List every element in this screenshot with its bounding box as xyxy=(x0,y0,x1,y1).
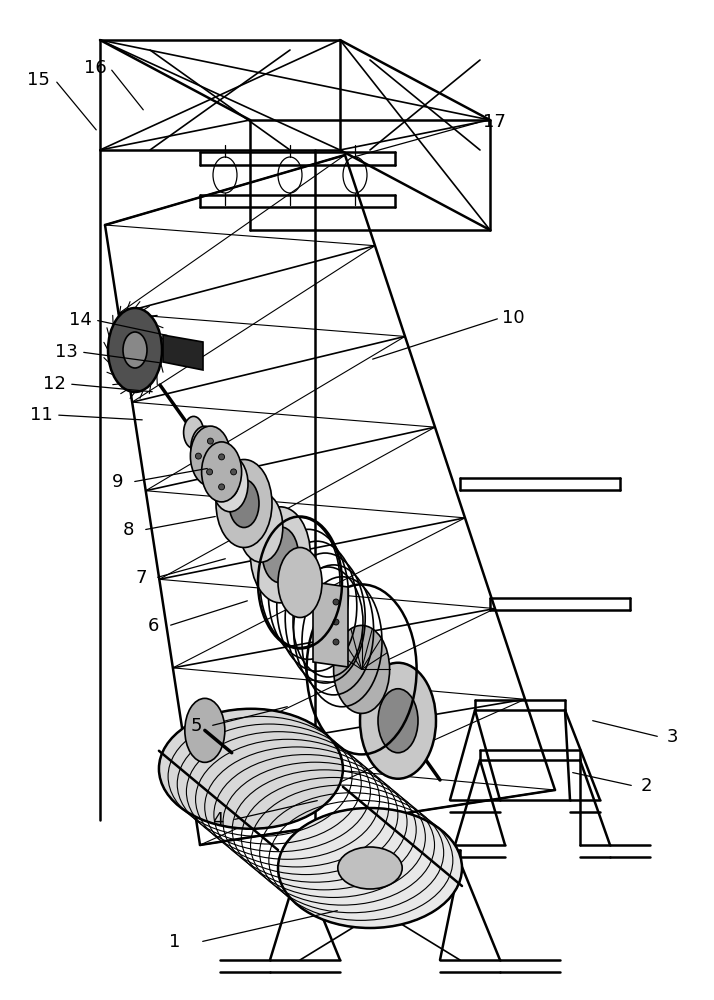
Ellipse shape xyxy=(333,639,339,645)
Text: 9: 9 xyxy=(112,473,124,491)
Ellipse shape xyxy=(206,469,213,475)
Text: 5: 5 xyxy=(190,717,202,735)
Ellipse shape xyxy=(229,480,259,528)
Text: 8: 8 xyxy=(122,521,134,539)
Ellipse shape xyxy=(333,625,390,713)
Text: 3: 3 xyxy=(666,728,678,746)
Ellipse shape xyxy=(191,426,231,486)
Text: 10: 10 xyxy=(502,309,524,327)
Ellipse shape xyxy=(278,548,322,617)
Text: 11: 11 xyxy=(29,406,52,424)
Text: 16: 16 xyxy=(84,59,106,77)
Ellipse shape xyxy=(191,426,218,470)
Ellipse shape xyxy=(200,439,232,489)
Ellipse shape xyxy=(278,808,462,928)
Ellipse shape xyxy=(216,460,272,548)
Polygon shape xyxy=(313,582,348,667)
Ellipse shape xyxy=(333,599,339,605)
Text: 17: 17 xyxy=(483,113,506,131)
Ellipse shape xyxy=(202,442,230,486)
Ellipse shape xyxy=(196,453,201,459)
Ellipse shape xyxy=(219,453,226,459)
Ellipse shape xyxy=(212,456,248,512)
Text: 15: 15 xyxy=(26,71,49,89)
Text: 2: 2 xyxy=(640,777,652,795)
Polygon shape xyxy=(163,335,203,370)
Ellipse shape xyxy=(333,619,339,625)
Ellipse shape xyxy=(360,663,436,779)
Ellipse shape xyxy=(159,709,343,829)
Ellipse shape xyxy=(108,308,162,392)
Text: 13: 13 xyxy=(54,343,77,361)
Ellipse shape xyxy=(238,492,283,562)
Text: 4: 4 xyxy=(212,811,223,829)
Text: 1: 1 xyxy=(169,933,181,951)
Ellipse shape xyxy=(215,461,239,499)
Text: 14: 14 xyxy=(69,311,91,329)
Ellipse shape xyxy=(218,484,225,490)
Text: 7: 7 xyxy=(135,569,147,587)
Ellipse shape xyxy=(123,332,147,368)
Ellipse shape xyxy=(378,689,418,753)
Ellipse shape xyxy=(231,469,236,475)
Ellipse shape xyxy=(185,698,225,762)
Ellipse shape xyxy=(263,527,298,583)
Ellipse shape xyxy=(207,438,213,444)
Ellipse shape xyxy=(251,507,311,603)
Ellipse shape xyxy=(207,468,213,474)
Ellipse shape xyxy=(218,454,225,460)
Text: 12: 12 xyxy=(43,375,66,393)
Text: 6: 6 xyxy=(147,617,159,635)
Ellipse shape xyxy=(201,442,241,502)
Ellipse shape xyxy=(183,416,203,448)
Ellipse shape xyxy=(338,847,402,889)
